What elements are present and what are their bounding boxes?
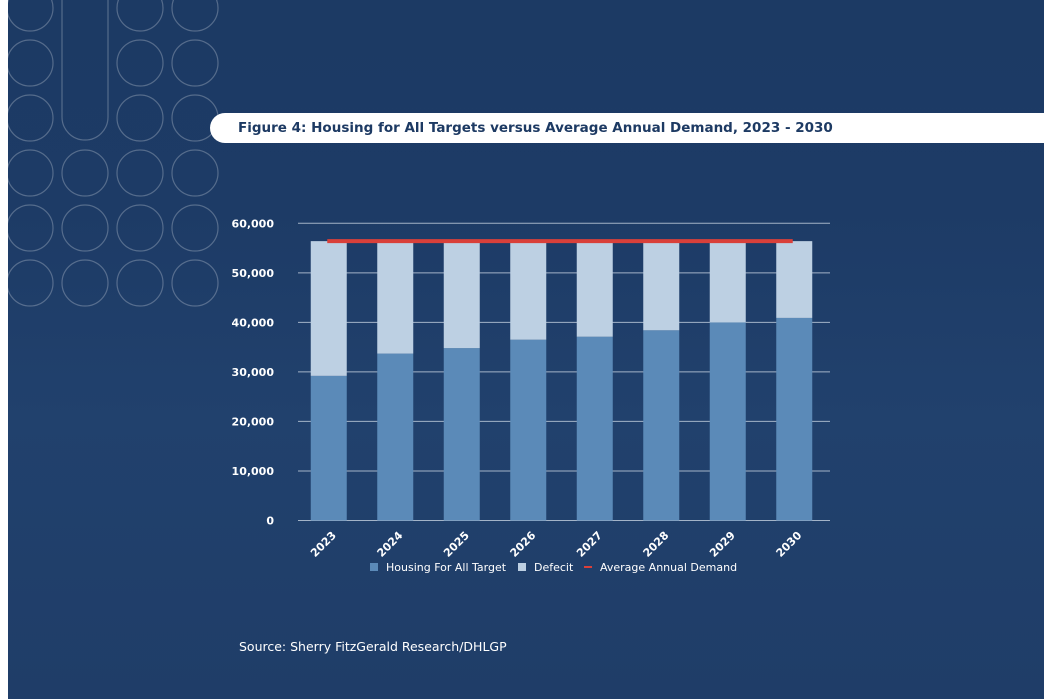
x-tick-label: 2030 <box>774 529 805 560</box>
x-tick-label: 2024 <box>375 529 406 560</box>
legend-swatch <box>370 563 378 571</box>
deco-circle <box>8 259 54 307</box>
source-note: Source: Sherry FitzGerald Research/DHLGP <box>239 639 507 654</box>
bar-defecit <box>643 241 680 331</box>
deco-circle <box>171 149 219 197</box>
y-tick-label: 30,000 <box>232 366 275 379</box>
deco-circle <box>8 0 54 32</box>
y-tick-label: 40,000 <box>232 316 275 329</box>
x-tick-label: 2028 <box>641 529 672 560</box>
deco-circle <box>61 259 109 307</box>
deco-circle <box>8 94 54 142</box>
bar-defecit <box>377 241 414 354</box>
legend-target: Housing For All Target <box>370 561 506 574</box>
legend-swatch <box>584 566 592 568</box>
bar-housing-target <box>576 336 613 521</box>
deco-circle <box>171 39 219 87</box>
x-tick-label: 2023 <box>308 529 339 560</box>
deco-pill <box>61 0 109 141</box>
bar-housing-target <box>709 322 746 521</box>
legend-defecit: Defecit <box>518 561 573 574</box>
deco-circle <box>8 39 54 87</box>
deco-circle <box>116 149 164 197</box>
y-tick-label: 50,000 <box>232 267 275 280</box>
legend-label: Average Annual Demand <box>600 561 738 574</box>
bar-defecit <box>776 241 813 318</box>
x-tick-label: 2027 <box>574 529 605 560</box>
legend-swatch <box>518 563 526 571</box>
legend-label: Defecit <box>534 561 574 574</box>
bar-defecit <box>510 241 547 340</box>
decorative-circles <box>8 0 219 307</box>
bar-defecit <box>576 241 613 337</box>
deco-circle <box>116 39 164 87</box>
bar-housing-target <box>510 339 547 521</box>
bar-defecit <box>443 241 480 349</box>
legend-demand: Average Annual Demand <box>584 561 737 574</box>
y-tick-label: 20,000 <box>232 415 275 428</box>
bar-housing-target <box>776 317 813 521</box>
deco-circle <box>61 204 109 252</box>
legend-label: Housing For All Target <box>386 561 507 574</box>
bar-housing-target <box>443 348 480 521</box>
x-tick-label: 2025 <box>441 529 472 560</box>
bar-defecit <box>310 241 347 376</box>
y-tick-label: 0 <box>266 515 274 528</box>
x-tick-label: 2026 <box>508 529 539 560</box>
title-banner: Figure 4: Housing for All Targets versus… <box>210 113 1044 143</box>
deco-circle <box>8 149 54 197</box>
bar-defecit <box>709 241 746 323</box>
bar-housing-target <box>377 353 414 521</box>
deco-circle <box>116 259 164 307</box>
chart-title: Figure 4: Housing for All Targets versus… <box>238 120 833 136</box>
deco-circle <box>61 149 109 197</box>
deco-circle <box>8 204 54 252</box>
deco-circle <box>116 204 164 252</box>
deco-circle <box>116 94 164 142</box>
deco-circle <box>171 0 219 32</box>
deco-circle <box>171 259 219 307</box>
deco-circle <box>171 204 219 252</box>
y-tick-label: 10,000 <box>232 465 275 478</box>
bar-housing-target <box>643 330 680 521</box>
bar-housing-target <box>310 375 347 521</box>
deco-circle <box>116 0 164 32</box>
x-tick-label: 2029 <box>707 529 738 560</box>
y-tick-label: 60,000 <box>232 217 275 230</box>
